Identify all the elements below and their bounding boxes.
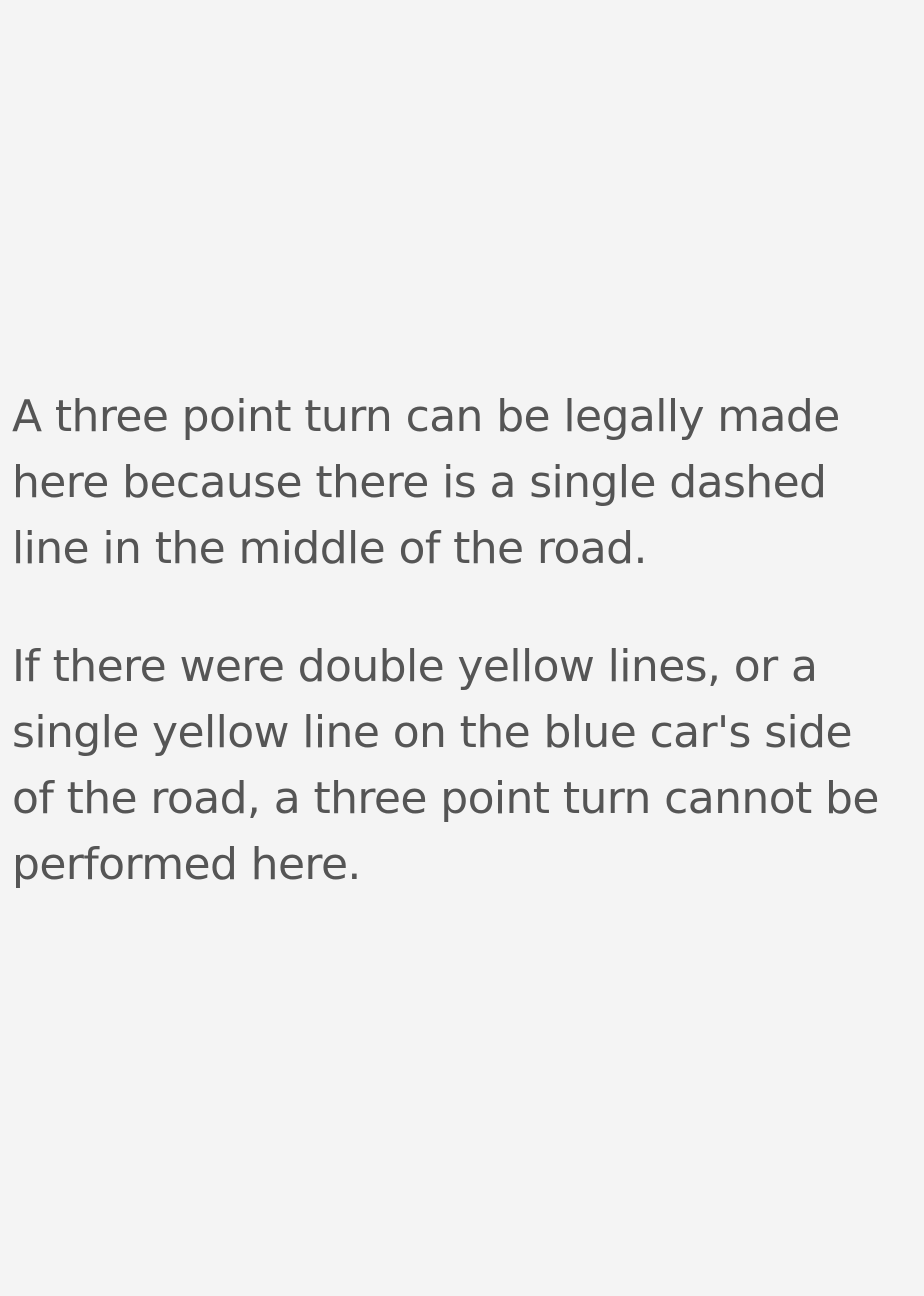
explanation-paragraph-2: If there were double yellow lines, or a … [12,641,879,890]
explanation-panel: A three point turn can be legally made h… [12,384,902,898]
explanation-paragraph-1: A three point turn can be legally made h… [12,391,840,574]
